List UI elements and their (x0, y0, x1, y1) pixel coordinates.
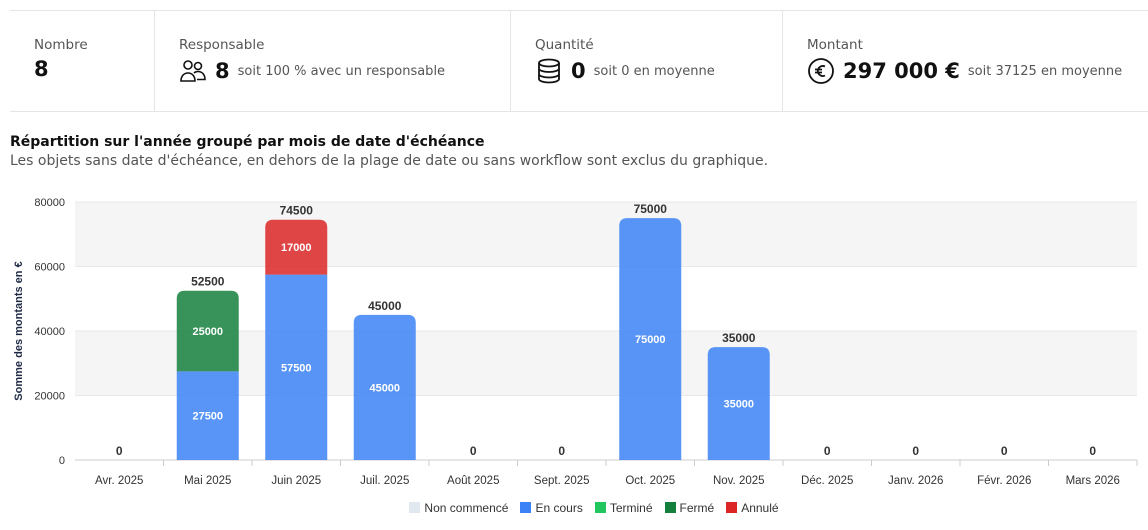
stat-sub: soit 0 en moyenne (593, 63, 715, 79)
legend-label: Non commencé (424, 501, 509, 515)
stat-label: Quantité (535, 37, 594, 53)
bar-segment-en-cours (265, 274, 328, 460)
grid-band (75, 331, 1137, 396)
stat-value: 8 (34, 57, 49, 81)
legend-item[interactable]: Non commencé (409, 501, 508, 515)
bar-total-label: 0 (1001, 444, 1008, 458)
bar-total-label: 0 (912, 444, 919, 458)
bar-segment-en-cours (176, 371, 239, 460)
x-tick-label: Mars 2026 (1066, 475, 1120, 487)
stat-sub: soit 37125 en moyenne (967, 63, 1123, 79)
legend-swatch (726, 502, 738, 513)
legend-label: Terminé (609, 501, 653, 515)
stat-value: 0 (571, 59, 586, 83)
bar-segment-en-cours (707, 347, 770, 460)
stat-label: Nombre (34, 37, 88, 53)
x-tick-label: Oct. 2025 (625, 475, 675, 487)
stat-value: 8 (215, 59, 230, 83)
x-tick-label: Déc. 2025 (801, 475, 853, 487)
bar-total-label: 52500 (191, 275, 225, 289)
bar-total-label: 45000 (368, 299, 402, 313)
bar-total-label: 0 (1089, 444, 1096, 458)
chart-title: Répartition sur l'année groupé par mois … (10, 134, 485, 150)
x-tick-label: Août 2025 (447, 475, 499, 487)
stat-label: Responsable (179, 37, 265, 53)
bar-value-label: 45000 (369, 382, 400, 394)
bar-chart: 0 20000 40000 60000 80000 Somme des montants … (13, 197, 1138, 487)
bar-value-label: 25000 (192, 326, 223, 338)
stat-value: 297 000 € (843, 59, 960, 83)
y-tick-label: 80000 (34, 197, 65, 209)
bar-total-label: 0 (470, 444, 477, 458)
y-tick-label: 0 (59, 455, 65, 467)
stat-label: Montant (807, 37, 863, 53)
x-tick-label: Sept. 2025 (534, 475, 590, 487)
bar-segment-en-cours (353, 314, 416, 460)
x-tick-label: Avr. 2025 (95, 475, 143, 487)
bar-total-label: 0 (116, 444, 123, 458)
bar-total-label: 74500 (280, 204, 314, 218)
bar-segment-en-cours (619, 218, 682, 460)
legend-swatch (409, 502, 421, 513)
stat-nombre: Nombre 8 (10, 11, 155, 111)
legend-label: Annulé (741, 501, 779, 515)
chart-legend: Non commencé En cours Terminé Fermé Annulé (0, 501, 1148, 515)
users-icon (180, 60, 206, 82)
legend-item[interactable]: Fermé (664, 501, 715, 515)
y-tick-label: 20000 (34, 391, 65, 403)
stats-bar: Nombre 8 Responsable 8 soit 100 % avec u… (10, 10, 1148, 112)
x-tick-label: Juil. 2025 (360, 475, 409, 487)
bar-value-label: 35000 (723, 399, 754, 411)
x-tick-label: Mai 2025 (184, 475, 231, 487)
legend-item[interactable]: Annulé (726, 501, 779, 515)
euro-icon (808, 58, 834, 84)
legend-item[interactable]: Terminé (594, 501, 653, 515)
bar-segment-annulé (265, 219, 328, 275)
legend-swatch (664, 502, 676, 513)
stat-responsable: Responsable 8 soit 100 % avec un respons… (155, 11, 511, 111)
stat-sub: soit 100 % avec un responsable (237, 63, 446, 79)
x-tick-label: Févr. 2026 (977, 475, 1031, 487)
x-tick-label: Nov. 2025 (713, 475, 765, 487)
bar-value-label: 27500 (192, 411, 223, 423)
bar-value-label: 57500 (281, 362, 312, 374)
legend-swatch (594, 502, 606, 513)
legend-item[interactable]: En cours (520, 501, 583, 515)
bar-total-label: 35000 (722, 331, 756, 345)
chart-description: Les objets sans date d'échéance, en deho… (10, 153, 769, 169)
x-tick-label: Janv. 2026 (888, 475, 943, 487)
y-tick-label: 60000 (34, 262, 65, 274)
y-tick-label: 40000 (34, 326, 65, 338)
bar-total-label: 0 (558, 444, 565, 458)
database-icon (538, 58, 560, 84)
legend-label: Fermé (679, 501, 715, 515)
stat-quantite: Quantité 0 soit 0 en moyenne (511, 11, 783, 111)
legend-label: En cours (535, 501, 583, 515)
x-tick-label: Juin 2025 (271, 475, 321, 487)
y-axis-label: Somme des montants en € (13, 261, 25, 400)
legend-swatch (520, 502, 532, 513)
bar-segment-fermé (176, 290, 239, 372)
bar-value-label: 17000 (281, 242, 312, 254)
bar-total-label: 75000 (634, 202, 668, 216)
grid-band (75, 202, 1137, 267)
bar-total-label: 0 (824, 444, 831, 458)
bar-value-label: 75000 (635, 334, 666, 346)
stat-montant: Montant 297 000 € soit 37125 en moyenne (783, 11, 1148, 111)
